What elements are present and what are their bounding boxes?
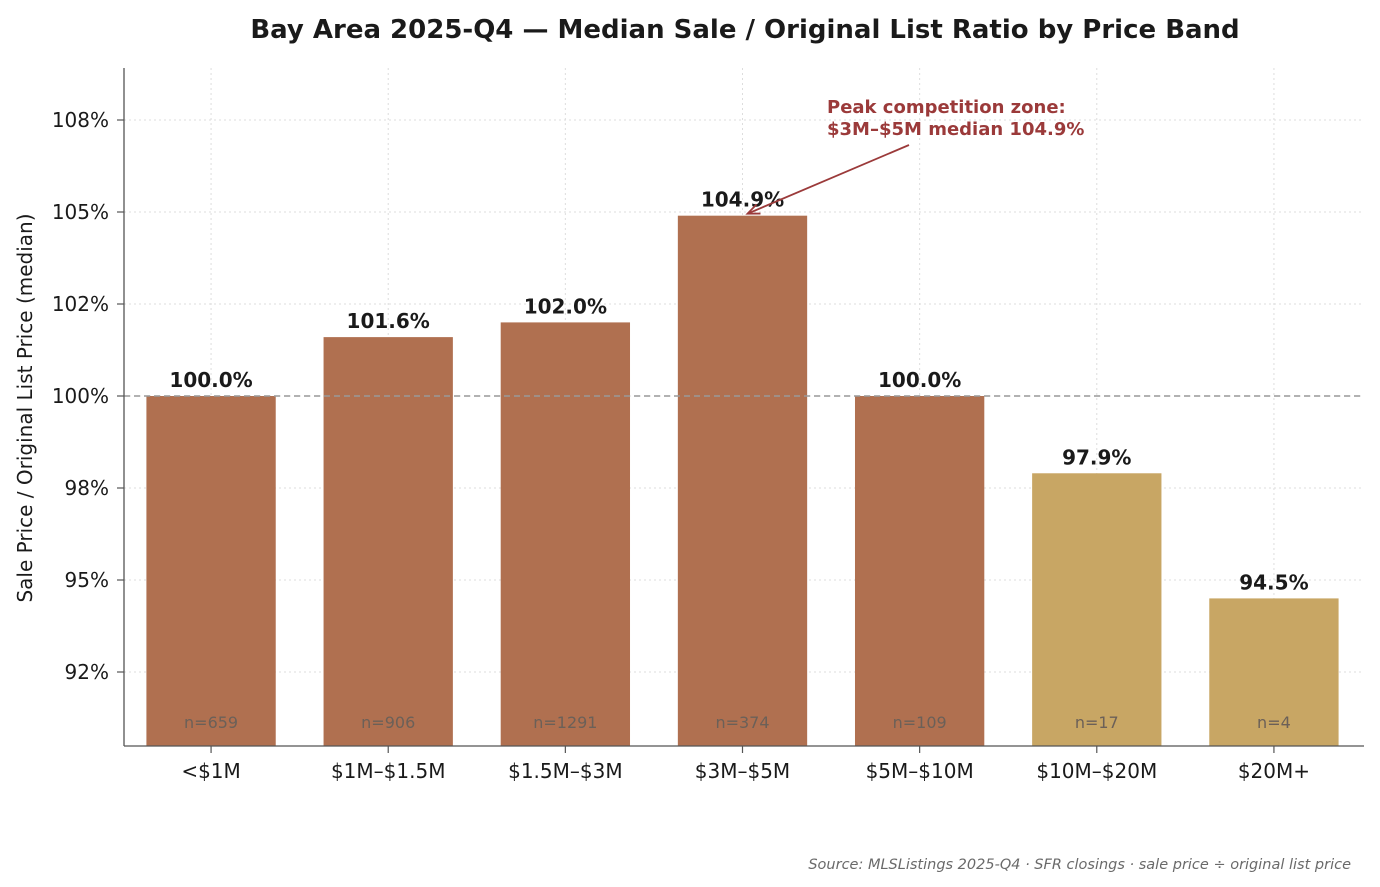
count-label-2: n=1291 [533,713,597,732]
bar-6 [1209,598,1339,746]
data-label-2: 102.0% [524,294,607,318]
axes [123,68,1364,747]
count-label-1: n=906 [361,713,415,732]
x-tick-label-6: $20M+ [1238,759,1310,783]
x-tick-label-3: $3M–$5M [695,759,790,783]
count-label-6: n=4 [1257,713,1291,732]
y-tick-label-1: 95% [65,568,109,592]
bar-5 [1032,473,1162,746]
x-tick-label-2: $1.5M–$3M [508,759,623,783]
y-tick-label-4: 102% [52,292,109,316]
annotation-arrow-line [747,144,910,215]
y-axis-label: Sale Price / Original List Price (median… [13,213,37,602]
count-label-5: n=17 [1075,713,1119,732]
chart-title: Bay Area 2025-Q4 — Median Sale / Origina… [250,15,1239,45]
count-label-3: n=374 [715,713,769,732]
y-tick-label-6: 108% [52,108,109,132]
data-label-4: 100.0% [878,368,961,392]
source-note: Source: MLSListings 2025-Q4 · SFR closin… [808,857,1351,873]
y-tick-label-5: 105% [52,200,109,224]
bar-3 [677,215,808,746]
y-tick-label-3: 100% [52,384,109,408]
y-tick-label-0: 92% [65,660,109,684]
x-tick-label-5: $10M–$20M [1036,759,1157,783]
y-tick-label-2: 98% [65,476,109,500]
data-label-3: 104.9% [701,188,784,212]
data-labels: 100.0% 101.6% 102.0% 104.9% 100.0% 97.9% 94.5% [169,188,1308,595]
count-labels: n=659 n=906 n=1291 n=374 n=109 n=17 n=4 [184,713,1291,732]
bar-2 [500,322,631,746]
bars [146,215,1339,746]
data-label-5: 97.9% [1062,445,1131,469]
x-axis-ticks: <$1M $1M–$1.5M $1.5M–$3M $3M–$5M $5M–$10M $10… [181,746,1310,783]
x-tick-label-4: $5M–$10M [866,759,974,783]
bar-4 [854,396,985,746]
data-label-6: 94.5% [1239,570,1308,594]
count-label-4: n=109 [893,713,947,732]
data-label-1: 101.6% [347,309,430,333]
annotation-arrow-head [745,203,761,215]
count-label-0: n=659 [184,713,238,732]
y-axis-ticks: 92% 95% 98% 100% 102% 105% 108% [52,108,124,684]
annotation-line-1: Peak competition zone: [827,97,1066,118]
bar-1 [323,337,453,746]
annotation-line-2: $3M–$5M median 104.9% [827,119,1084,140]
annotation: Peak competition zone: $3M–$5M median 10… [745,97,1084,215]
x-tick-label-0: <$1M [181,759,240,783]
bar-0 [146,396,276,746]
x-tick-label-1: $1M–$1.5M [331,759,446,783]
data-label-0: 100.0% [169,368,252,392]
